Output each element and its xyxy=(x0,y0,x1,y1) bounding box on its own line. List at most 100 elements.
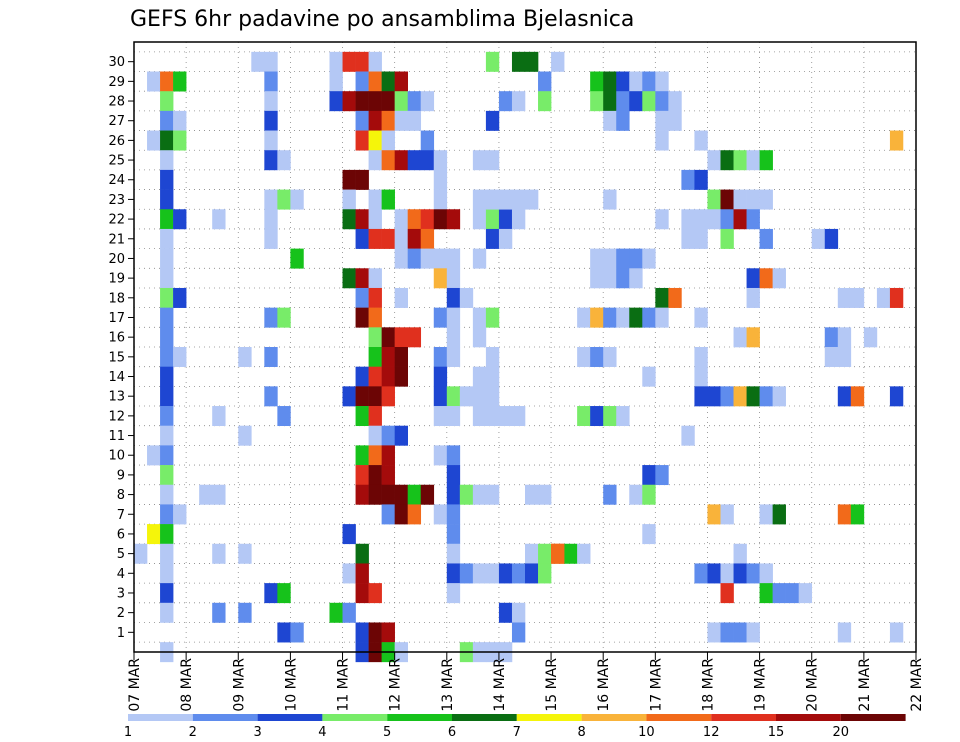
heatmap-cell xyxy=(394,150,408,171)
heatmap-cell xyxy=(342,268,356,289)
heatmap-cell xyxy=(720,189,734,210)
x-tick-label: 20 MAR xyxy=(805,658,821,712)
heatmap-cell xyxy=(264,150,278,171)
x-tick-label: 17 MAR xyxy=(648,658,664,712)
heatmap-cell xyxy=(446,327,461,348)
heatmap-cell xyxy=(485,386,500,407)
heatmap-cell xyxy=(707,504,721,525)
x-tick-label: 22 MAR xyxy=(909,658,925,712)
heatmap-cell xyxy=(485,366,500,387)
heatmap-cell xyxy=(433,209,448,230)
heatmap-cell xyxy=(616,71,630,92)
y-tick-label: 25 xyxy=(108,154,125,169)
heatmap-cell xyxy=(329,71,343,92)
heatmap-cell xyxy=(147,71,161,92)
heatmap-cell xyxy=(342,602,356,623)
heatmap-cell xyxy=(616,91,630,112)
heatmap-cell xyxy=(173,71,187,92)
heatmap-cell xyxy=(733,327,747,348)
heatmap-cell xyxy=(590,406,604,427)
heatmap-cell xyxy=(381,504,395,525)
heatmap-cell xyxy=(538,91,552,112)
heatmap-cell xyxy=(811,228,826,249)
legend-label: 1 xyxy=(124,725,132,740)
heatmap-cell xyxy=(160,110,174,131)
legend-swatch xyxy=(128,714,193,721)
heatmap-cell xyxy=(720,504,734,525)
heatmap-cell xyxy=(629,307,643,328)
heatmap-cell xyxy=(238,347,252,367)
heatmap-cell xyxy=(525,484,539,505)
heatmap-cell xyxy=(394,504,408,525)
heatmap-cell xyxy=(433,169,448,190)
heatmap-cell xyxy=(746,622,760,643)
heatmap-cell xyxy=(394,327,408,348)
heatmap-cell xyxy=(472,150,487,171)
heatmap-cell xyxy=(577,543,591,564)
heatmap-cell xyxy=(746,287,760,308)
heatmap-cell xyxy=(160,504,174,525)
heatmap-cell xyxy=(837,347,852,367)
heatmap-cell xyxy=(420,91,435,112)
heatmap-cell xyxy=(264,189,278,210)
heatmap-cell xyxy=(381,228,395,249)
x-tick-label: 07 MAR xyxy=(127,658,143,712)
heatmap-cell xyxy=(381,130,395,151)
heatmap-cell xyxy=(746,563,760,584)
heatmap-cell xyxy=(511,189,526,210)
legend-label: 7 xyxy=(513,725,521,740)
heatmap-cell xyxy=(238,602,252,623)
heatmap-cell xyxy=(863,327,878,348)
heatmap-cell xyxy=(655,287,669,308)
heatmap-cell xyxy=(199,484,213,505)
heatmap-cell xyxy=(277,406,291,427)
heatmap-cell xyxy=(368,583,382,604)
x-tick-label: 14 MAR xyxy=(492,658,508,712)
heatmap-cell xyxy=(160,287,174,308)
heatmap-cell xyxy=(329,91,343,112)
x-tick-label: 10 MAR xyxy=(283,658,299,712)
heatmap-cell xyxy=(368,91,382,112)
plot-frame xyxy=(133,41,917,653)
heatmap-cell xyxy=(616,268,630,289)
x-axis: 07 MAR 08 MAR 09 MAR 10 MAR 11 MAR 12 MAR 13 M… xyxy=(127,652,925,712)
heatmap-cell xyxy=(511,51,526,72)
heatmap-cell xyxy=(511,563,526,584)
color-legend: 1 2 3 4 5 6 7 8 10 12 15 20 xyxy=(124,714,906,740)
heatmap-cell xyxy=(824,347,839,367)
heatmap-cell xyxy=(446,484,461,505)
heatmap-cell xyxy=(264,347,278,367)
heatmap-cell xyxy=(707,189,721,210)
heatmap-cell xyxy=(355,406,369,427)
heatmap-cell xyxy=(759,386,773,407)
heatmap-cell xyxy=(655,130,669,151)
heatmap-cell xyxy=(759,189,773,210)
heatmap-cell xyxy=(642,524,656,545)
heatmap-cell xyxy=(264,110,278,131)
heatmap-cell xyxy=(433,347,448,367)
heatmap-cell xyxy=(290,189,304,210)
y-tick-label: 15 xyxy=(108,350,125,365)
heatmap-cell xyxy=(772,268,786,289)
heatmap-cell xyxy=(642,248,656,269)
x-tick-label: 09 MAR xyxy=(231,658,247,712)
heatmap-cell xyxy=(681,209,695,230)
heatmap-cell xyxy=(394,484,408,505)
heatmap-cell xyxy=(407,504,422,525)
heatmap-cell xyxy=(668,91,682,112)
heatmap-cell xyxy=(368,209,382,230)
heatmap-cell xyxy=(212,406,226,427)
y-tick-label: 26 xyxy=(108,134,125,149)
heatmap-cell xyxy=(772,583,786,604)
heatmap-cell xyxy=(668,287,682,308)
heatmap-cell xyxy=(355,268,369,289)
heatmap-cell xyxy=(498,563,513,584)
heatmap-cell xyxy=(694,228,708,249)
legend-label: 5 xyxy=(383,725,391,740)
heatmap-cell xyxy=(694,169,708,190)
y-tick-label: 6 xyxy=(117,527,125,542)
heatmap-cell xyxy=(746,327,760,348)
heatmap-cell xyxy=(525,563,539,584)
y-tick-label: 16 xyxy=(108,331,125,346)
heatmap-cell xyxy=(368,71,382,92)
